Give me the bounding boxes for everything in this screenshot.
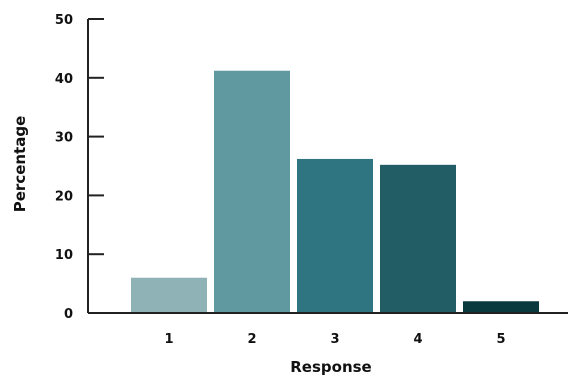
y-tick-label-50: 50 bbox=[55, 13, 73, 28]
x-tick-label-4: 4 bbox=[413, 332, 422, 347]
y-tick-label-10: 10 bbox=[55, 248, 73, 263]
y-tick-label-40: 40 bbox=[55, 72, 73, 87]
x-tick-label-3: 3 bbox=[330, 332, 339, 347]
bar-1 bbox=[131, 277, 207, 313]
x-axis-title: Response bbox=[290, 358, 371, 376]
bar-4 bbox=[380, 164, 456, 313]
bar-2 bbox=[214, 70, 290, 313]
y-axis-title: Percentage bbox=[11, 116, 29, 213]
y-tick-label-30: 30 bbox=[55, 131, 73, 146]
y-tick-label-0: 0 bbox=[64, 307, 73, 322]
x-tick-label-2: 2 bbox=[247, 332, 256, 347]
x-tick-label-5: 5 bbox=[496, 332, 505, 347]
y-tick-label-20: 20 bbox=[55, 189, 73, 204]
x-tick-label-1: 1 bbox=[164, 332, 173, 347]
bars-layer bbox=[131, 70, 539, 313]
axes-layer bbox=[87, 18, 568, 314]
bar-5 bbox=[463, 301, 539, 313]
bar-3 bbox=[297, 158, 373, 313]
